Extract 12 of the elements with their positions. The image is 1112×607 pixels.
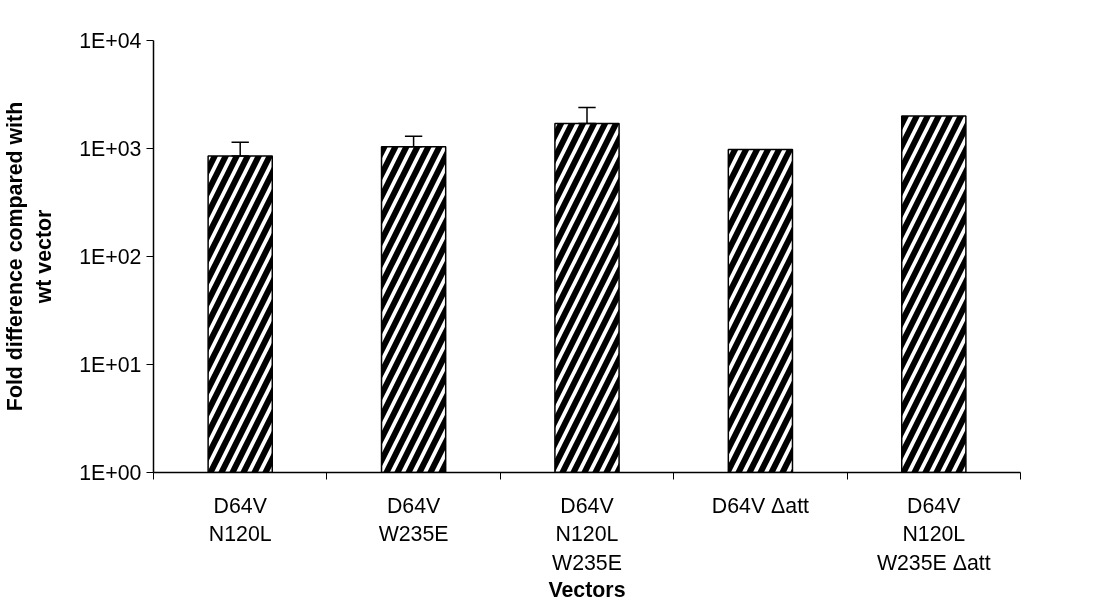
x-tick-label: D64V N120L W235E Δatt	[876, 493, 991, 576]
y-tick-label: 1E+01	[79, 352, 142, 377]
y-tick-label: 1E+04	[79, 28, 142, 53]
x-axis-title: Vectors	[548, 578, 626, 603]
y-tick-label: 1E+03	[79, 136, 142, 161]
y-axis-title: Fold difference compared with wt vector	[3, 101, 57, 412]
x-tick-label: D64V N120L	[208, 493, 272, 547]
y-tick-label: 1E+00	[79, 460, 142, 485]
x-tick-label: D64V Δatt	[711, 493, 810, 518]
x-tick-label: D64V W235E	[378, 493, 449, 547]
x-tick-label: D64V N120L W235E	[552, 493, 622, 576]
y-tick-label: 1E+02	[79, 244, 142, 269]
